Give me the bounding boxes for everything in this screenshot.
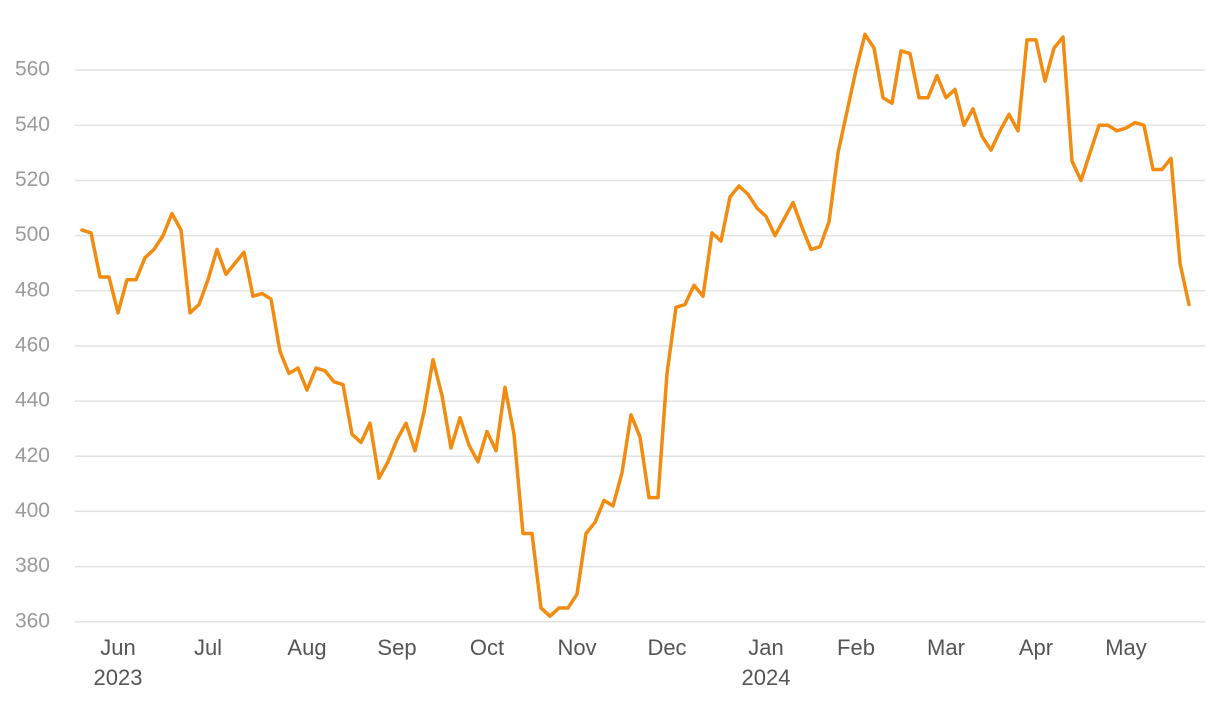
y-tick-label: 520 — [15, 168, 50, 191]
x-tick-label: Aug — [287, 635, 326, 660]
x-tick-label: May — [1105, 635, 1147, 660]
price-line — [80, 32, 1191, 618]
y-tick-label: 500 — [15, 223, 50, 246]
y-tick-label: 440 — [15, 389, 50, 412]
x-tick-label: Oct — [470, 635, 504, 660]
x-tick-label: Apr — [1019, 635, 1053, 660]
y-tick-label: 560 — [15, 58, 50, 81]
x-tick-label: Mar — [927, 635, 965, 660]
y-tick-label: 540 — [15, 113, 50, 136]
x-tick-label: Feb — [837, 635, 875, 660]
y-tick-label: 480 — [15, 278, 50, 301]
x-year-label: 2023 — [94, 665, 143, 690]
x-tick-label: Jun — [100, 635, 135, 660]
x-tick-label: Sep — [377, 635, 416, 660]
y-tick-label: 380 — [15, 554, 50, 577]
y-tick-label: 360 — [15, 609, 50, 632]
y-tick-label: 460 — [15, 333, 50, 356]
x-year-label: 2024 — [742, 665, 791, 690]
x-tick-label: Dec — [647, 635, 686, 660]
y-tick-label: 400 — [15, 499, 50, 522]
x-tick-label: Jan — [748, 635, 783, 660]
y-tick-label: 420 — [15, 444, 50, 467]
x-tick-label: Jul — [194, 635, 222, 660]
x-tick-label: Nov — [557, 635, 596, 660]
